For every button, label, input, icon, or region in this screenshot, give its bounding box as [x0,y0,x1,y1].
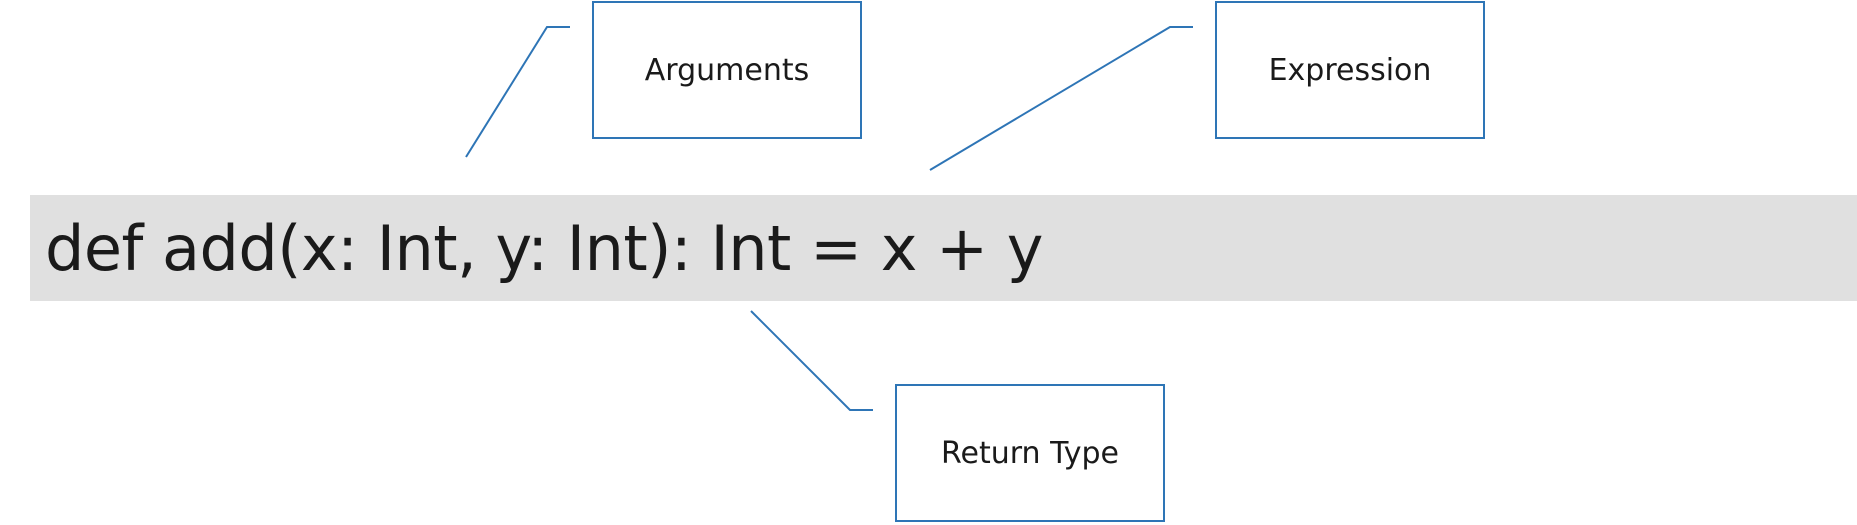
expression-leader-line [929,26,1193,171]
expression-callout: Expression [1215,1,1485,139]
return-type-label: Return Type [941,435,1119,471]
function-signature: def add(x: Int, y: Int): Int = x + y [45,211,1043,285]
arguments-leader-line [465,26,570,158]
return-type-leader-line [750,310,873,411]
return-type-callout: Return Type [895,384,1165,522]
arguments-callout: Arguments [592,1,862,139]
expression-label: Expression [1268,52,1432,88]
arguments-label: Arguments [644,52,810,88]
code-bar: def add(x: Int, y: Int): Int = x + y [30,195,1857,301]
